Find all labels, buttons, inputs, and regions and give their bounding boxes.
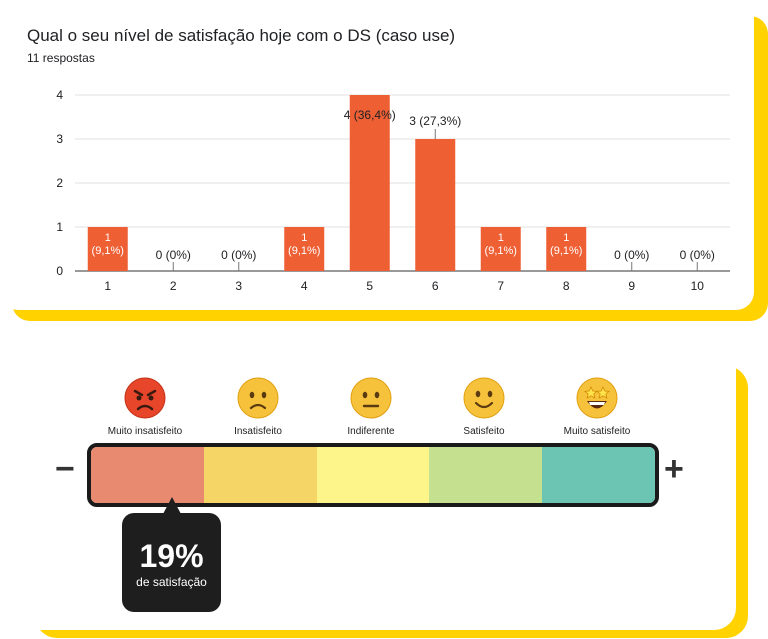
- data-label: 0 (0%): [221, 248, 256, 262]
- scale-segment: [485, 447, 543, 503]
- x-tick-label: 8: [563, 279, 570, 293]
- frowning-face-icon: [236, 376, 280, 420]
- chart-title: Qual o seu nível de satisfação hoje com …: [27, 26, 456, 45]
- scale-segment: [260, 447, 317, 503]
- emoji-label: Satisfeito: [463, 426, 505, 437]
- y-tick-label: 4: [56, 88, 63, 102]
- emoji-label: Insatisfeito: [234, 426, 282, 437]
- satisfaction-label: de satisfação: [136, 575, 207, 589]
- bar: [284, 227, 325, 271]
- y-tick-label: 2: [56, 176, 63, 190]
- callout-arrow: [163, 497, 181, 514]
- emoji-label: Indiferente: [347, 426, 395, 437]
- scale-segment: [91, 447, 204, 503]
- scale-segment: [542, 447, 599, 503]
- y-tick-label: 0: [56, 264, 63, 278]
- emoji-option: Muito insatisfeito: [85, 376, 205, 437]
- scale-segment: [203, 447, 261, 503]
- minus-sign: −: [55, 450, 75, 488]
- bar: [87, 227, 128, 271]
- data-label: 0 (0%): [156, 248, 191, 262]
- satisfaction-value: 19%: [139, 538, 204, 574]
- emoji-label: Muito insatisfeito: [107, 426, 183, 437]
- bar: [546, 227, 587, 271]
- emoji-option: Satisfeito: [424, 376, 544, 437]
- data-label: 3 (27,3%): [409, 114, 461, 128]
- x-tick-label: 9: [628, 279, 635, 293]
- angry-face-icon: [123, 376, 167, 420]
- satisfaction-scale-bar: [87, 443, 659, 507]
- data-label: 0 (0%): [614, 248, 649, 262]
- data-label: 1 (9,1%): [92, 232, 124, 257]
- x-tick-label: 4: [301, 279, 308, 293]
- scale-segment: [316, 447, 373, 503]
- data-label: 1 (9,1%): [550, 232, 582, 257]
- x-tick-label: 6: [432, 279, 439, 293]
- smiling-face-icon: [462, 376, 506, 420]
- neutral-face-icon: [349, 376, 393, 420]
- bar: [415, 139, 456, 271]
- x-tick-label: 10: [691, 279, 705, 293]
- scale-segment: [598, 447, 655, 503]
- bar-chart: 0 1 2 3 4 1 1 (9,1%) 2 0 (0%) 3 0 (0%) 4 1 (9,1%) 5 4 (3…: [56, 88, 730, 293]
- x-tick-label: 3: [235, 279, 242, 293]
- y-tick-label: 3: [56, 132, 63, 146]
- emoji-label: Muito satisfeito: [563, 426, 631, 437]
- scale-segment: [429, 447, 486, 503]
- star-struck-face-icon: [575, 376, 619, 420]
- data-label: 1 (9,1%): [288, 232, 320, 257]
- satisfaction-callout: 19% de satisfação: [122, 513, 221, 612]
- response-count: 11 respostas: [27, 51, 95, 65]
- emoji-option: Muito satisfeito: [537, 376, 657, 437]
- x-tick-label: 2: [170, 279, 177, 293]
- y-tick-label: 1: [56, 220, 63, 234]
- x-tick-label: 1: [104, 279, 111, 293]
- plus-sign: +: [664, 450, 684, 488]
- scale-segment: [372, 447, 430, 503]
- emoji-option: Insatisfeito: [198, 376, 318, 437]
- bar: [349, 95, 390, 271]
- data-label: 0 (0%): [680, 248, 715, 262]
- data-label: 4 (36,4%): [344, 108, 396, 122]
- bar: [480, 227, 521, 271]
- emoji-option: Indiferente: [311, 376, 431, 437]
- data-label: 1 (9,1%): [485, 232, 517, 257]
- x-tick-label: 7: [497, 279, 504, 293]
- x-tick-label: 5: [366, 279, 373, 293]
